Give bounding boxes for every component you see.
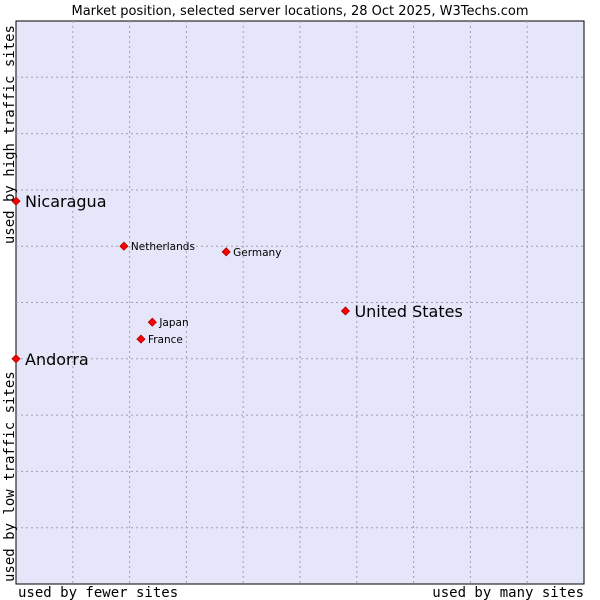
point-marker-germany: [221, 247, 231, 257]
point-label-germany: Germany: [233, 247, 281, 259]
x-axis-label-left: used by fewer sites: [18, 585, 178, 600]
point-marker-united-states: [340, 306, 351, 316]
point-label-japan: Japan: [158, 317, 188, 329]
point-label-andorra: Andorra: [25, 350, 89, 369]
data-points: Nicaragua Netherlands Germany United States…: [11, 192, 463, 369]
x-axis-label-right: used by many sites: [432, 585, 584, 600]
point-marker-japan: [147, 317, 157, 327]
point-label-france: France: [148, 334, 183, 346]
chart-title: Market position, selected server locatio…: [71, 4, 528, 19]
point-marker-netherlands: [119, 241, 129, 251]
y-axis-label-top: used by high traffic sites: [2, 25, 18, 244]
point-label-united-states: United States: [354, 302, 462, 321]
y-axis-label-bottom: used by low traffic sites: [2, 371, 18, 582]
grid-lines: [16, 21, 584, 584]
point-label-nicaragua: Nicaragua: [25, 192, 107, 211]
point-marker-andorra: [11, 354, 21, 364]
point-marker-france: [136, 334, 146, 344]
point-label-netherlands: Netherlands: [131, 241, 195, 253]
point-marker-nicaragua: [11, 196, 21, 206]
